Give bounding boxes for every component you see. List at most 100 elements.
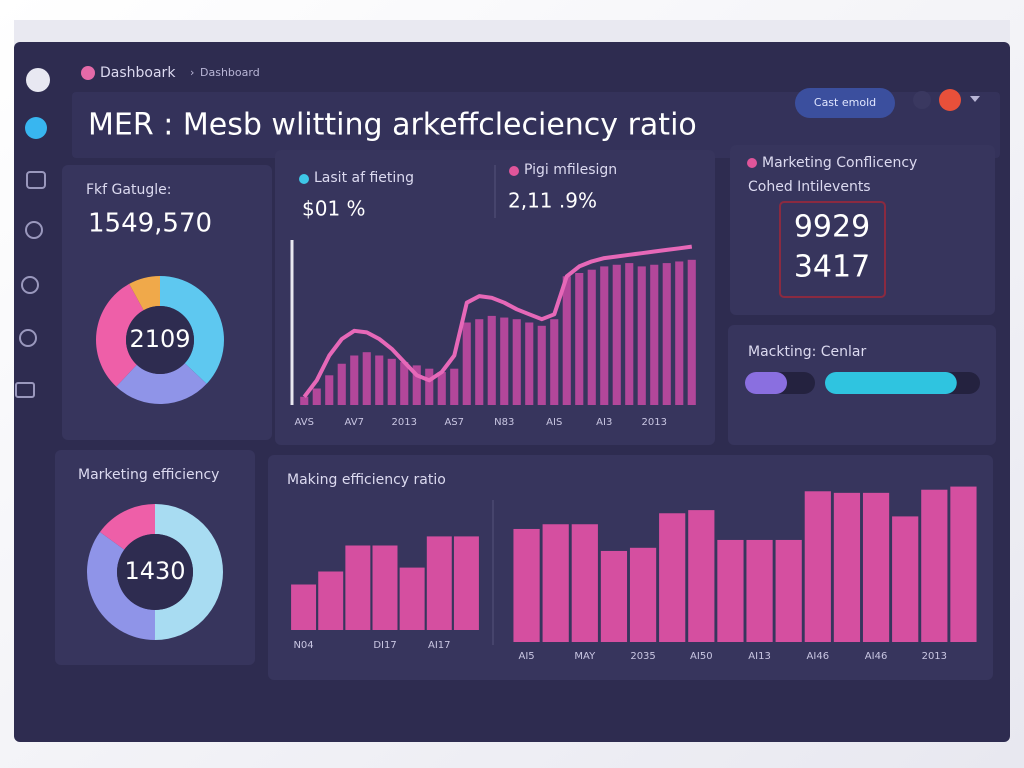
bar: [437, 372, 446, 405]
bar: [688, 510, 715, 642]
x-tick-label: AIS: [546, 417, 562, 428]
bar: [412, 365, 421, 405]
donut-segment: [96, 283, 144, 387]
breadcrumb[interactable]: Dashboark: [100, 65, 176, 81]
logo[interactable]: [26, 68, 50, 92]
donut-segment: [99, 504, 155, 550]
bar: [921, 489, 948, 642]
donut-segment: [155, 504, 223, 640]
x-tick-label: AI17: [428, 640, 451, 651]
bar: [425, 368, 434, 405]
bar: [833, 492, 861, 642]
page-title: MER : Mesb wlitting arkeffcleciency rati…: [88, 108, 697, 143]
x-tick-label: AS7: [444, 417, 464, 428]
metric-dot: [299, 174, 309, 184]
card: [730, 145, 995, 315]
breadcrumb[interactable]: Dashboard: [200, 66, 260, 79]
bar: [453, 536, 479, 630]
bar: [318, 571, 344, 630]
bar: [862, 492, 890, 642]
x-tick-label: AI46: [865, 651, 888, 662]
donut-segment: [87, 532, 155, 640]
donut-segment: [129, 276, 160, 311]
bar: [537, 325, 546, 405]
bar: [629, 547, 657, 642]
avatar[interactable]: [939, 89, 961, 111]
card-title: Marketing Conflicency: [762, 155, 917, 171]
metric-dot: [509, 166, 519, 176]
bar: [400, 362, 409, 405]
bar: [600, 550, 628, 642]
x-tick-label: 2035: [630, 651, 655, 662]
bar: [662, 263, 671, 405]
bar: [291, 584, 317, 630]
donut-segment: [160, 276, 224, 384]
donut-segment: [116, 363, 207, 404]
metric-value: 2,11 .9%: [508, 189, 597, 213]
bar: [625, 263, 634, 405]
bar: [426, 536, 452, 630]
bar: [325, 375, 334, 405]
bar: [372, 545, 398, 630]
bar: [525, 322, 534, 405]
bar: [513, 528, 540, 642]
nav-icon[interactable]: [19, 329, 37, 347]
nav-icon[interactable]: [25, 221, 43, 239]
highlight-frame: [779, 201, 886, 298]
bar: [475, 319, 484, 405]
x-tick-label: 2013: [922, 651, 947, 662]
bar: [675, 261, 684, 405]
bar: [387, 358, 396, 405]
bar: [746, 539, 773, 642]
x-tick-label: AV7: [345, 417, 364, 428]
nav-icon[interactable]: [15, 382, 35, 398]
bar: [687, 259, 696, 405]
donut-hole: [117, 534, 193, 610]
bar: [399, 567, 425, 630]
bar: [612, 264, 621, 405]
bar: [659, 513, 686, 642]
kpi-value: 3417: [794, 250, 870, 285]
bar: [950, 486, 977, 642]
bar: [575, 273, 584, 405]
dropdown-caret[interactable]: [970, 96, 980, 102]
bar: [650, 264, 659, 405]
bar: [362, 352, 371, 405]
nav-icon[interactable]: [21, 276, 39, 294]
bar: [587, 269, 596, 405]
metric-label: Lasit af fieting: [314, 170, 414, 186]
card-title: Marketing efficiency: [78, 467, 219, 483]
title-panel: [72, 92, 1000, 158]
bar: [500, 317, 509, 405]
x-tick-label: N83: [494, 417, 514, 428]
progress-bar: [745, 372, 787, 394]
bar: [717, 539, 744, 642]
bar: [300, 396, 309, 405]
header-button-label[interactable]: Cast emold: [814, 96, 876, 109]
trend-line: [302, 244, 693, 399]
card-value: 1549,570: [88, 209, 212, 239]
donut-center-label: 2109: [129, 325, 190, 353]
title-bar: [14, 20, 1010, 46]
bar: [571, 524, 598, 642]
breadcrumb-separator: ›: [190, 66, 194, 79]
progress-bar: [825, 372, 957, 394]
x-tick-label: MAY: [574, 651, 596, 662]
x-tick-label: N04: [293, 640, 313, 651]
bar: [462, 322, 471, 405]
bar: [804, 491, 831, 642]
bar: [600, 266, 609, 405]
bar: [542, 524, 569, 642]
x-tick-label: AI13: [748, 651, 771, 662]
nav-icon[interactable]: [25, 117, 47, 139]
nav-icon[interactable]: [26, 171, 46, 189]
x-tick-label: AI46: [807, 651, 830, 662]
icon-button[interactable]: [913, 91, 931, 109]
header-button[interactable]: [795, 88, 895, 118]
bar: [775, 539, 802, 642]
x-tick-label: AVS: [295, 417, 314, 428]
app-icon: [81, 66, 95, 80]
bar: [562, 276, 571, 405]
legend-dot: [747, 158, 757, 168]
